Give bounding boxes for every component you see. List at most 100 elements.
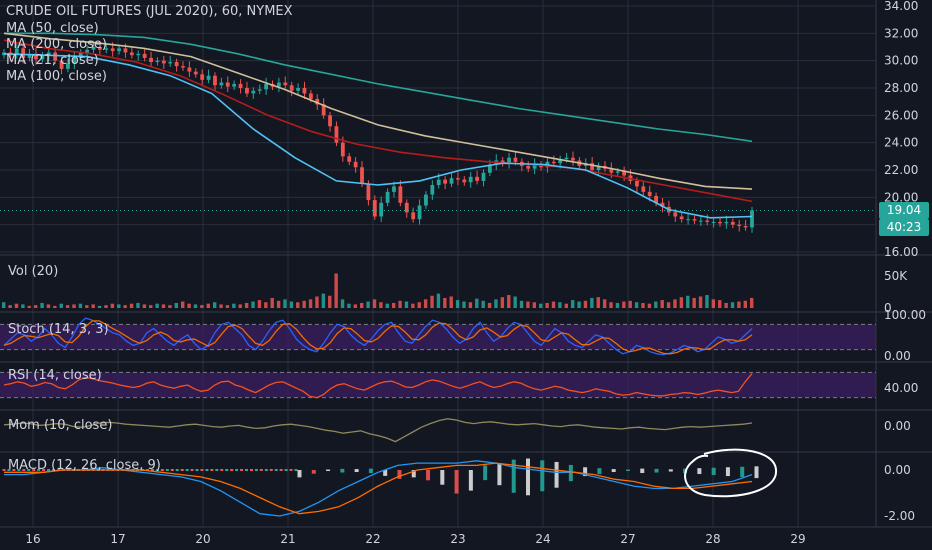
volume-bar [193, 304, 198, 308]
pane-label-stoch[interactable]: Stoch (14, 3, 3) [8, 322, 109, 337]
volume-bar [168, 305, 172, 308]
volume-bar [398, 300, 402, 308]
volume-bar [679, 297, 684, 308]
x-tick-label: 17 [110, 532, 125, 546]
volume-bar [487, 302, 492, 308]
pane-label-rsi[interactable]: RSI (14, close) [8, 368, 102, 383]
macd-histogram-bar [195, 469, 199, 471]
macd-histogram-bar [611, 469, 616, 473]
y-tick-label: 28.00 [884, 81, 918, 95]
pane-label-macd[interactable]: MACD (12, 26, close, 9) [8, 458, 161, 473]
candle [14, 48, 19, 56]
macd-histogram-bar [32, 469, 36, 471]
volume-bar [97, 305, 102, 308]
candle [615, 171, 620, 173]
macd-histogram-bar [740, 466, 745, 478]
candle [711, 221, 716, 223]
candle [366, 183, 371, 201]
volume-bar [570, 300, 575, 308]
countdown-badge: 40:23 [879, 219, 929, 236]
candle [66, 63, 70, 69]
macd-histogram-bar [426, 470, 431, 481]
macd-histogram-bar [170, 469, 174, 471]
volume-bar [161, 304, 166, 308]
y-tick-label: 0.00 [884, 349, 911, 363]
y-tick-label: 16.00 [884, 245, 918, 259]
candle [398, 186, 403, 203]
candle [78, 52, 83, 58]
legend-ma-50[interactable]: MA (50, close) [6, 21, 99, 36]
candle [340, 142, 345, 157]
volume-bar [117, 304, 121, 308]
macd-histogram-bar [210, 469, 214, 471]
pane-label-mom[interactable]: Mom (10, close) [8, 418, 113, 433]
candle [245, 88, 249, 94]
volume-bar [302, 300, 306, 308]
candle [321, 104, 326, 116]
macd-histogram-bar [220, 469, 224, 471]
ma-50-line [3, 39, 753, 203]
y-tick-label: 0.00 [884, 419, 911, 433]
volume-bar [340, 299, 345, 308]
candle [551, 161, 556, 164]
macd-histogram-bar [37, 469, 41, 471]
candle [277, 82, 281, 87]
macd-histogram-bar [640, 468, 645, 474]
legend-ma-200[interactable]: MA (200, close) [6, 37, 107, 52]
macd-histogram-bar [654, 468, 659, 473]
macd-histogram-bar [397, 470, 402, 479]
macd-histogram-bar [2, 469, 6, 471]
last-price-badge: 19.04 [879, 202, 929, 219]
volume-bar [315, 296, 319, 308]
candle [21, 48, 26, 58]
legend-ma-21[interactable]: MA (21, close) [6, 53, 99, 68]
volume-bar [423, 299, 428, 308]
candle [436, 179, 441, 186]
macd-histogram-bar [165, 469, 169, 471]
volume-bar [65, 305, 70, 308]
y-tick-label: -2.00 [884, 509, 915, 523]
volume-bar [123, 305, 127, 308]
volume-bar [481, 300, 485, 308]
volume-bar [181, 301, 185, 308]
candle [308, 93, 313, 99]
volume-bar [526, 301, 530, 308]
macd-histogram-bar [568, 464, 573, 482]
candle [296, 88, 300, 91]
annotation-circle [684, 448, 778, 498]
macd-histogram-bar [7, 469, 11, 471]
candle [558, 159, 563, 164]
candle [225, 82, 230, 87]
volume-bar [328, 295, 332, 308]
volume-bar [347, 303, 351, 308]
candle [647, 191, 652, 196]
y-tick-label: 0.00 [884, 463, 911, 477]
candle [97, 47, 102, 50]
candle [743, 226, 748, 228]
candle [481, 172, 486, 181]
candle [417, 205, 422, 220]
candle [635, 180, 639, 187]
macd-histogram-bar [297, 470, 302, 478]
candle [123, 48, 128, 53]
candle [72, 57, 77, 64]
volume-bar [72, 304, 76, 308]
volume-bar [730, 302, 735, 308]
candle [456, 178, 460, 180]
candle [155, 60, 160, 63]
volume-bar [647, 303, 652, 308]
volume-bar [692, 297, 696, 308]
volume-bar [436, 293, 441, 308]
macd-histogram-bar [289, 469, 293, 471]
legend-ma-100[interactable]: MA (100, close) [6, 69, 107, 84]
volume-bar [711, 299, 716, 308]
pane-label-vol[interactable]: Vol (20) [8, 264, 59, 279]
candle [705, 220, 710, 222]
ma-200-line [4, 32, 753, 143]
volume-bar [391, 302, 396, 308]
volume-bar [289, 301, 294, 308]
candle [379, 202, 384, 217]
macd-histogram-bar [27, 469, 31, 471]
candle [347, 156, 352, 162]
